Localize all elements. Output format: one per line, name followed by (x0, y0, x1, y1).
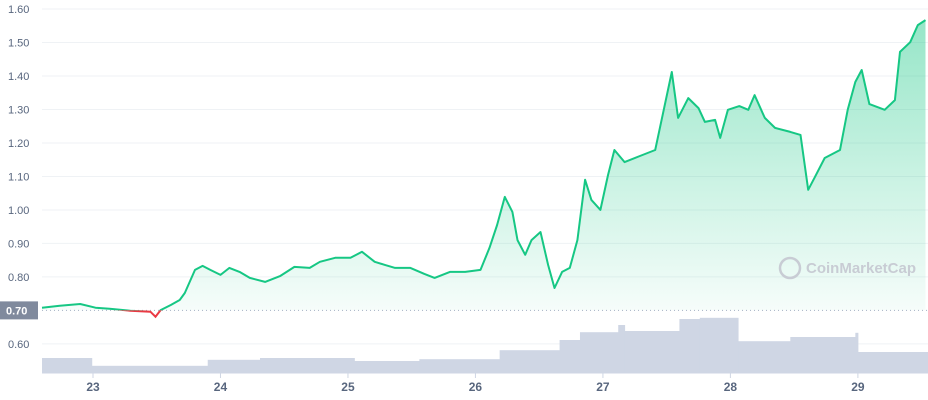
x-tick-label: 28 (724, 380, 738, 394)
volume-bar (259, 358, 355, 373)
volume-bar (579, 332, 619, 373)
volume-bar (499, 350, 561, 373)
x-tick-label: 23 (86, 380, 100, 394)
volume-bar (624, 331, 680, 373)
watermark: CoinMarketCap (778, 256, 916, 280)
x-tick-label: 24 (214, 380, 228, 394)
volume-bar (679, 319, 701, 373)
volume-bar (91, 365, 209, 373)
y-tick-label: 0.70 (6, 305, 27, 317)
y-tick-label: 1.50 (8, 37, 29, 49)
x-tick-label: 27 (596, 380, 610, 394)
y-tick-label: 0.80 (8, 272, 29, 284)
volume-bar (618, 325, 626, 373)
area-fill (42, 20, 926, 311)
volume-bar (855, 332, 859, 373)
y-tick-label: 0.60 (8, 339, 29, 351)
x-tick-label: 26 (469, 380, 483, 394)
watermark-text: CoinMarketCap (806, 260, 916, 277)
y-tick-label: 1.20 (8, 138, 29, 150)
volume-bar (42, 358, 93, 373)
x-tick-label: 25 (341, 380, 355, 394)
y-tick-label: 1.60 (8, 4, 29, 16)
volume-bar (857, 352, 928, 373)
volume-bar (738, 341, 791, 373)
y-tick-label: 0.90 (8, 238, 29, 250)
y-tick-label: 1.30 (8, 104, 29, 116)
volume-bar (419, 359, 501, 373)
volume-bar (354, 361, 420, 373)
reference-label-bg (0, 301, 38, 320)
y-tick-label: 1.40 (8, 71, 29, 83)
volume-bar (207, 359, 261, 373)
volume-bar (559, 340, 581, 373)
y-tick-label: 1.00 (8, 205, 29, 217)
volume-bar (790, 337, 856, 373)
x-tick-label: 29 (851, 380, 865, 394)
y-tick-label: 1.10 (8, 171, 29, 183)
volume-bar (699, 317, 739, 373)
price-line (41, 19, 927, 311)
